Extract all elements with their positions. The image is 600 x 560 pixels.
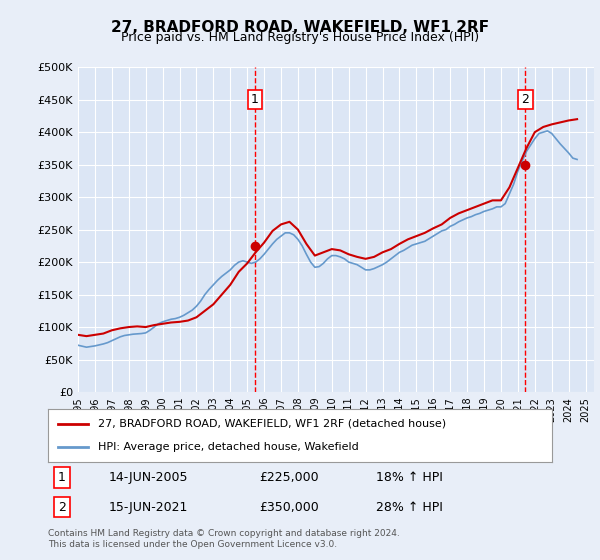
Text: 18% ↑ HPI: 18% ↑ HPI [376,471,442,484]
Text: HPI: Average price, detached house, Wakefield: HPI: Average price, detached house, Wake… [98,442,359,452]
Text: Contains HM Land Registry data © Crown copyright and database right 2024.
This d: Contains HM Land Registry data © Crown c… [48,529,400,549]
Text: Price paid vs. HM Land Registry's House Price Index (HPI): Price paid vs. HM Land Registry's House … [121,31,479,44]
Text: £350,000: £350,000 [260,501,319,514]
Text: 2: 2 [521,93,529,106]
Text: 27, BRADFORD ROAD, WAKEFIELD, WF1 2RF: 27, BRADFORD ROAD, WAKEFIELD, WF1 2RF [111,20,489,35]
Text: 14-JUN-2005: 14-JUN-2005 [109,471,188,484]
Text: 1: 1 [58,471,66,484]
Text: 2: 2 [58,501,66,514]
Text: 1: 1 [251,93,259,106]
Text: £225,000: £225,000 [260,471,319,484]
Text: 27, BRADFORD ROAD, WAKEFIELD, WF1 2RF (detached house): 27, BRADFORD ROAD, WAKEFIELD, WF1 2RF (d… [98,419,446,429]
Text: 28% ↑ HPI: 28% ↑ HPI [376,501,442,514]
Text: 15-JUN-2021: 15-JUN-2021 [109,501,188,514]
